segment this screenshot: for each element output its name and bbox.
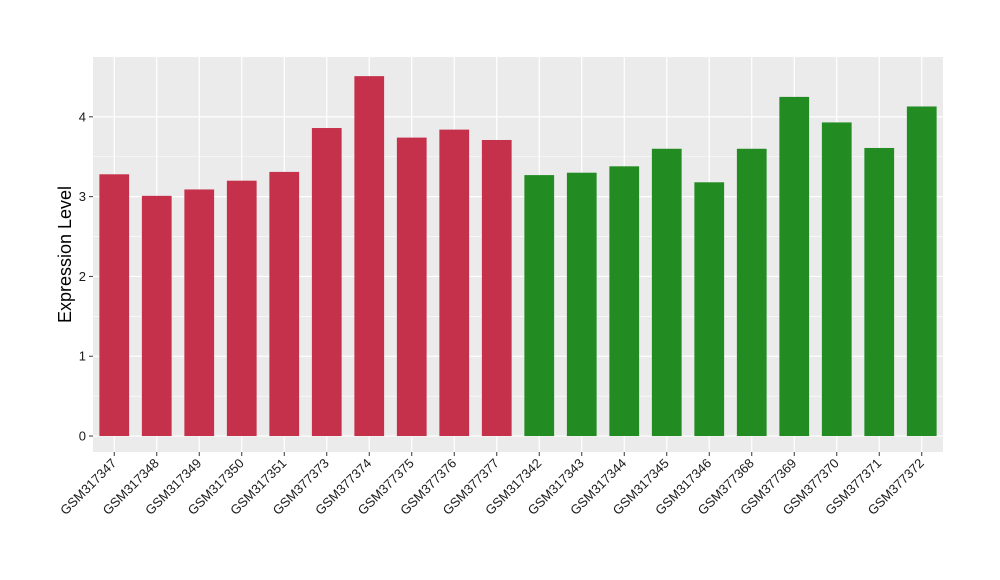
- bar-GSM377375: [396, 137, 427, 437]
- bar-GSM377368: [736, 148, 767, 437]
- bar-GSM317343: [566, 172, 597, 437]
- y-axis: 0 1 2 3 4: [79, 109, 93, 444]
- bar-GSM317348: [141, 195, 172, 437]
- bar-GSM317349: [184, 189, 215, 437]
- bar-GSM317351: [269, 171, 300, 437]
- bar-GSM317342: [524, 175, 555, 437]
- bar-GSM317345: [651, 148, 682, 437]
- y-tick-label: 4: [79, 109, 86, 124]
- y-tick-label: 1: [79, 349, 86, 364]
- bar-GSM377371: [864, 147, 895, 437]
- bar-GSM377376: [439, 129, 470, 437]
- bar-GSM377374: [354, 76, 385, 437]
- bar-GSM377377: [481, 139, 512, 437]
- y-tick-label: 0: [79, 429, 86, 444]
- bar-GSM317350: [226, 180, 257, 437]
- bar-GSM377372: [906, 106, 937, 437]
- y-tick-label: 3: [79, 189, 86, 204]
- bar-GSM377373: [311, 128, 342, 437]
- y-axis-title: Expression Level: [55, 186, 75, 323]
- y-tick-label: 2: [79, 269, 86, 284]
- bar-GSM317347: [99, 174, 130, 437]
- x-axis: GSM317347GSM317348GSM317349GSM317350GSM3…: [57, 452, 927, 518]
- bars: [99, 76, 937, 437]
- bar-GSM377369: [779, 96, 810, 437]
- bar-GSM317344: [609, 166, 640, 437]
- bar-GSM377370: [821, 122, 852, 437]
- bar-GSM317346: [694, 182, 725, 437]
